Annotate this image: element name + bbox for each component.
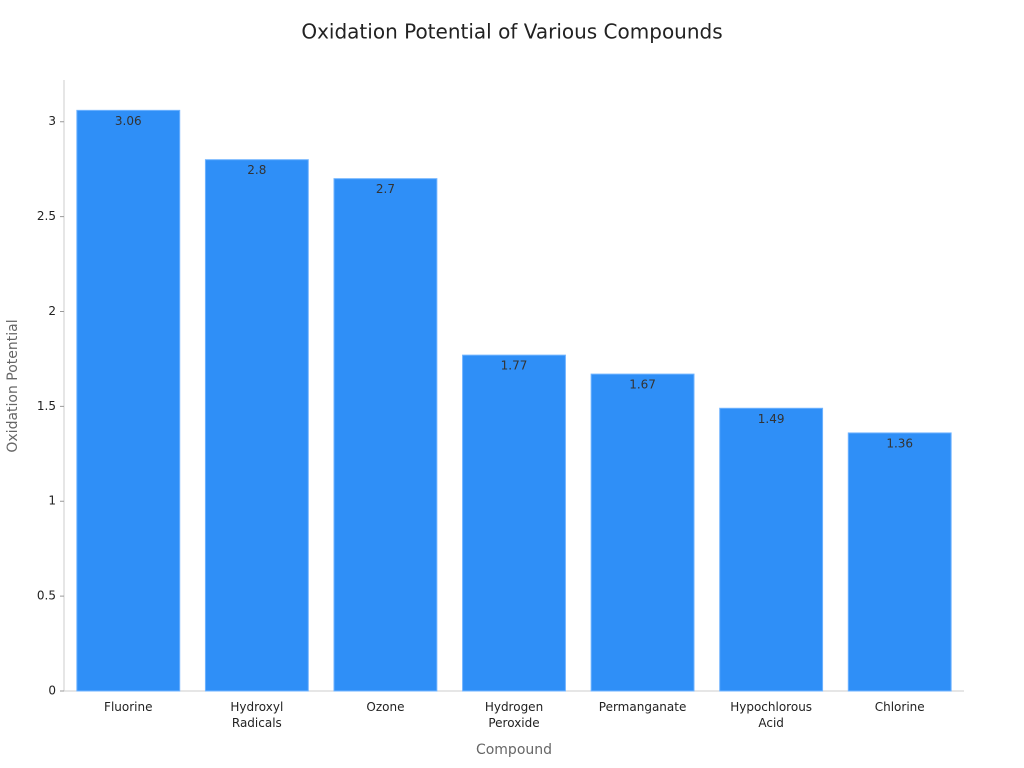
y-tick-label: 2 (48, 304, 56, 318)
value-label: 2.7 (376, 182, 395, 196)
bar (76, 109, 181, 692)
x-tick-label: Chlorine (874, 700, 925, 714)
y-tick-label: 1.5 (37, 399, 56, 413)
y-tick-label: 1 (48, 494, 56, 508)
y-tick-label: 2.5 (37, 209, 56, 223)
x-tick-label: Hydroxyl Radicals (230, 700, 284, 730)
value-label: 2.8 (247, 163, 266, 177)
y-tick-label: 0 (48, 684, 56, 698)
bar (590, 373, 695, 692)
value-label: 1.49 (758, 412, 785, 426)
x-axis-title: Compound (476, 742, 552, 758)
x-tick-label: Permanganate (598, 700, 687, 714)
value-label: 1.77 (501, 359, 528, 373)
bar (719, 407, 824, 692)
y-axis-title: Oxidation Potential (5, 319, 21, 452)
value-label: 1.67 (629, 378, 656, 392)
bar (462, 354, 566, 692)
y-tick-label: 3 (48, 114, 56, 128)
bar (204, 159, 309, 692)
y-tick-label: 0.5 (37, 589, 56, 603)
x-tick-label: Hypochlorous Acid (730, 700, 813, 730)
x-tick-label: Ozone (366, 700, 405, 714)
value-label: 1.36 (886, 436, 913, 450)
x-tick-label: Fluorine (104, 700, 153, 714)
chart-title: Oxidation Potential of Various Compounds (301, 20, 722, 44)
value-label: 3.06 (115, 114, 142, 128)
x-tick-label: Hydrogen Peroxide (484, 700, 544, 730)
bar (333, 178, 438, 692)
bar (847, 432, 952, 692)
